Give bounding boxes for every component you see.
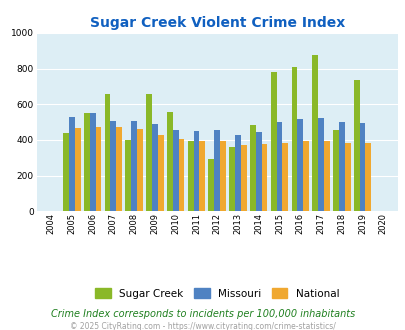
Bar [63,133,69,211]
Bar [303,141,308,211]
Bar [137,129,143,211]
Bar [214,130,220,211]
Text: © 2025 CityRating.com - https://www.cityrating.com/crime-statistics/: © 2025 CityRating.com - https://www.city… [70,321,335,330]
Bar [338,122,344,211]
Bar [90,113,95,211]
Bar [344,144,350,211]
Bar [291,67,296,211]
Bar [151,124,158,211]
Bar [173,130,178,211]
Bar [311,55,318,211]
Bar [255,132,261,211]
Bar [166,112,173,211]
Text: Crime Index corresponds to incidents per 100,000 inhabitants: Crime Index corresponds to incidents per… [51,309,354,319]
Bar [323,141,329,211]
Bar [146,94,151,211]
Bar [364,144,371,211]
Bar [282,144,288,211]
Bar [332,130,338,211]
Bar [276,122,282,211]
Bar [116,127,122,211]
Bar [95,127,101,211]
Bar [131,121,137,211]
Bar [69,117,75,211]
Bar [249,125,255,211]
Bar [104,94,110,211]
Bar [187,141,193,211]
Bar [296,118,303,211]
Bar [84,113,90,211]
Bar [240,145,246,211]
Bar [178,139,184,211]
Bar [110,121,116,211]
Bar [193,131,199,211]
Bar [75,128,80,211]
Bar [359,123,364,211]
Bar [234,135,240,211]
Bar [270,72,276,211]
Bar [199,141,205,211]
Title: Sugar Creek Violent Crime Index: Sugar Creek Violent Crime Index [90,16,344,30]
Legend: Sugar Creek, Missouri, National: Sugar Creek, Missouri, National [91,284,343,303]
Bar [353,80,359,211]
Bar [318,118,323,211]
Bar [261,145,267,211]
Bar [229,147,234,211]
Bar [158,135,163,211]
Bar [208,159,214,211]
Bar [125,140,131,211]
Bar [220,141,225,211]
